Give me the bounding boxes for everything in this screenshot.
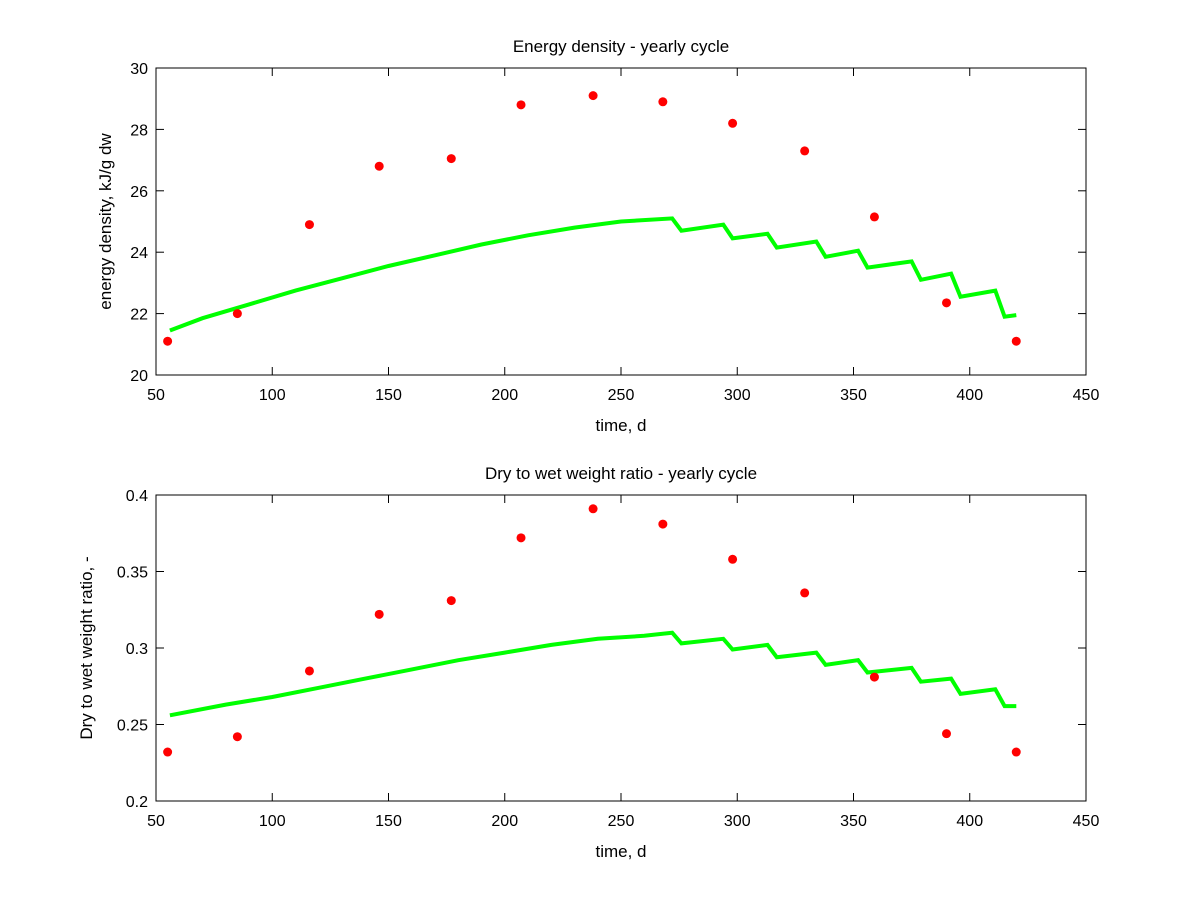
x-tick-label: 450 [1073, 813, 1100, 830]
y-tick-label: 22 [130, 307, 148, 324]
y-axis-label: energy density, kJ/g dw [96, 133, 115, 310]
data-point [658, 519, 668, 529]
chart-title: Energy density - yearly cycle [513, 37, 729, 56]
data-point [942, 729, 951, 739]
x-tick-label: 200 [491, 813, 518, 830]
data-point [163, 336, 173, 346]
data-point [374, 161, 384, 171]
plot-frame [155, 494, 1087, 802]
x-tick-label: 450 [1073, 387, 1100, 404]
model-line [169, 630, 1017, 718]
data-point [232, 732, 242, 742]
y-axis-label: Dry to wet weight ratio, - [77, 556, 96, 739]
x-tick-label: 400 [956, 813, 983, 830]
data-point [588, 504, 598, 514]
data-point [800, 588, 810, 598]
chart-2: 50 100 150 200 250 300 350 400 450 0.2 0.25 0.3 0.35… [77, 464, 1099, 861]
data-point [588, 91, 598, 101]
data-point [1011, 747, 1021, 757]
data-point [374, 609, 384, 619]
y-tick-label: 26 [130, 184, 148, 201]
data-point [728, 118, 738, 128]
x-tick-label: 250 [608, 813, 635, 830]
data-point [446, 154, 456, 164]
data-point [304, 666, 314, 676]
y-tick-label: 28 [130, 122, 148, 139]
x-axis-label: time, d [595, 842, 646, 861]
x-tick-label: 50 [147, 387, 165, 404]
model-line [169, 216, 1017, 333]
y-tick-label: 0.4 [126, 488, 148, 505]
y-tick-label: 0.3 [126, 641, 148, 658]
x-tick-label: 150 [375, 813, 402, 830]
y-tick-label: 0.35 [117, 565, 148, 582]
chart-title: Dry to wet weight ratio - yearly cycle [485, 464, 757, 483]
chart-1: 50 100 150 200 250 300 350 400 450 20 22 24 26 28 30 En… [96, 37, 1099, 435]
data-point [163, 747, 173, 757]
data-point [658, 97, 668, 107]
y-tick-label: 30 [130, 61, 148, 78]
data-point [516, 100, 526, 110]
data-point [232, 309, 242, 319]
y-tick-label: 24 [130, 245, 148, 262]
x-tick-label: 300 [724, 387, 751, 404]
data-point [728, 554, 738, 564]
x-tick-label: 100 [259, 387, 286, 404]
x-tick-label: 200 [491, 387, 518, 404]
data-point [942, 298, 951, 308]
y-tick-label: 20 [130, 368, 148, 385]
x-tick-label: 50 [147, 813, 165, 830]
x-axis-label: time, d [595, 416, 646, 435]
x-tick-label: 400 [956, 387, 983, 404]
y-tick-label: 0.25 [117, 718, 148, 735]
data-point [869, 672, 879, 682]
x-tick-label: 150 [375, 387, 402, 404]
data-point [446, 596, 456, 606]
x-tick-label: 300 [724, 813, 751, 830]
x-tick-label: 100 [259, 813, 286, 830]
x-tick-label: 350 [840, 387, 867, 404]
data-point [304, 220, 314, 230]
data-point [1011, 336, 1021, 346]
x-tick-label: 250 [608, 387, 635, 404]
data-point [869, 212, 879, 222]
y-tick-label: 0.2 [126, 794, 148, 811]
data-point [516, 533, 526, 543]
x-tick-label: 350 [840, 813, 867, 830]
data-point [800, 146, 810, 156]
